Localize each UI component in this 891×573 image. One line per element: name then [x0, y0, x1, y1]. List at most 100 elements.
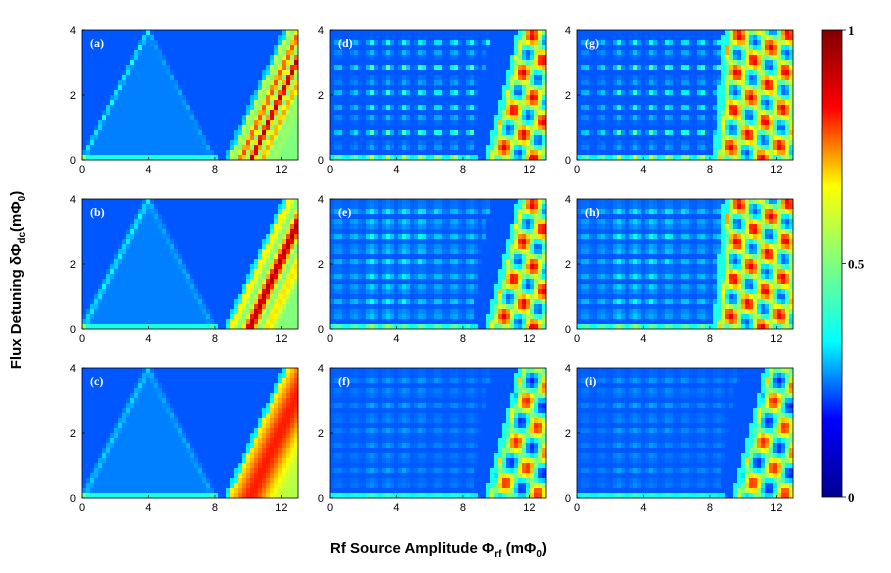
heatmap-cell	[370, 70, 375, 76]
heatmap-cell	[162, 110, 167, 116]
heatmap-cell	[114, 304, 119, 310]
heatmap-cell	[346, 80, 351, 86]
heatmap-cell	[186, 244, 191, 250]
heatmap-cell	[110, 403, 115, 409]
heatmap-cell	[390, 70, 395, 76]
heatmap-cell	[382, 95, 387, 101]
heatmap-cell	[418, 145, 423, 151]
heatmap-cell	[282, 398, 287, 404]
heatmap-cell	[206, 40, 211, 46]
heatmap-cell	[238, 264, 243, 270]
heatmap-cell	[206, 214, 211, 220]
heatmap-cell	[90, 279, 95, 285]
heatmap-cell	[90, 468, 95, 474]
heatmap-cell	[162, 60, 167, 66]
heatmap-cell	[274, 388, 279, 394]
heatmap-cell	[122, 408, 127, 414]
heatmap-cell	[238, 224, 243, 230]
heatmap-cell	[130, 378, 135, 384]
heatmap-cell	[258, 50, 263, 56]
heatmap-cell	[106, 115, 111, 121]
heatmap-cell	[270, 408, 275, 414]
heatmap-cell	[218, 269, 223, 275]
heatmap-cell	[82, 259, 87, 265]
heatmap-cell	[250, 40, 255, 46]
heatmap-cell	[106, 209, 111, 215]
heatmap-cell	[142, 224, 147, 230]
heatmap-cell	[294, 274, 299, 280]
heatmap-cell	[106, 398, 111, 404]
heatmap-cell	[206, 269, 211, 275]
heatmap-cell	[350, 150, 355, 156]
heatmap-cell	[226, 264, 231, 270]
heatmap-cell	[166, 289, 171, 295]
heatmap-cell	[374, 55, 379, 61]
heatmap-cell	[194, 95, 199, 101]
heatmap-cell	[274, 150, 279, 156]
heatmap-cell	[246, 65, 251, 71]
heatmap-cell	[86, 274, 91, 280]
heatmap-cell	[182, 393, 187, 399]
heatmap-cell	[430, 155, 435, 161]
heatmap-cell	[118, 155, 123, 161]
heatmap-cell	[138, 473, 143, 479]
heatmap-cell	[214, 274, 219, 280]
heatmap-cell	[86, 249, 91, 255]
heatmap-cell	[366, 75, 371, 81]
heatmap-cell	[386, 40, 391, 46]
heatmap-cell	[214, 413, 219, 419]
heatmap-cell	[282, 428, 287, 434]
heatmap-cell	[186, 493, 191, 499]
heatmap-cell	[414, 155, 419, 161]
heatmap-cell	[118, 214, 123, 220]
heatmap-cell	[234, 299, 239, 305]
heatmap-cell	[286, 150, 291, 156]
heatmap-cell	[254, 438, 259, 444]
heatmap-cell	[122, 383, 127, 389]
heatmap-cell	[114, 398, 119, 404]
heatmap-cell	[178, 294, 183, 300]
heatmap-cell	[166, 120, 171, 126]
heatmap-cell	[282, 65, 287, 71]
heatmap-cell	[122, 274, 127, 280]
heatmap-cell	[202, 289, 207, 295]
heatmap-cell	[294, 224, 299, 230]
heatmap-cell	[230, 140, 235, 146]
heatmap-cell	[266, 458, 271, 464]
heatmap-cell	[166, 488, 171, 494]
heatmap-cell	[294, 90, 299, 96]
heatmap-cell	[422, 150, 427, 156]
heatmap-cell	[238, 294, 243, 300]
heatmap-cell	[238, 299, 243, 305]
heatmap-cell	[390, 65, 395, 71]
heatmap-cell	[234, 468, 239, 474]
heatmap-cell	[218, 378, 223, 384]
heatmap-cell	[354, 135, 359, 141]
heatmap-cell	[186, 304, 191, 310]
heatmap-cell	[178, 284, 183, 290]
heatmap-cell	[434, 155, 439, 161]
heatmap-cell	[166, 403, 171, 409]
heatmap-cell	[354, 120, 359, 126]
heatmap-cell	[290, 80, 295, 86]
heatmap-cell	[414, 130, 419, 136]
heatmap-cell	[174, 468, 179, 474]
heatmap-cell	[214, 55, 219, 61]
heatmap-cell	[286, 145, 291, 151]
heatmap-cell	[186, 145, 191, 151]
heatmap-cell	[374, 100, 379, 106]
heatmap-cell	[122, 224, 127, 230]
heatmap-cell	[174, 60, 179, 66]
heatmap-cell	[134, 393, 139, 399]
heatmap-cell	[270, 80, 275, 86]
heatmap-cell	[366, 110, 371, 116]
heatmap-cell	[386, 145, 391, 151]
heatmap-cell	[126, 100, 131, 106]
heatmap-cell	[286, 453, 291, 459]
heatmap-cell	[194, 214, 199, 220]
heatmap-cell	[378, 135, 383, 141]
heatmap-cell	[250, 264, 255, 270]
heatmap-cell	[238, 239, 243, 245]
heatmap-cell	[266, 478, 271, 484]
heatmap-cell	[374, 120, 379, 126]
